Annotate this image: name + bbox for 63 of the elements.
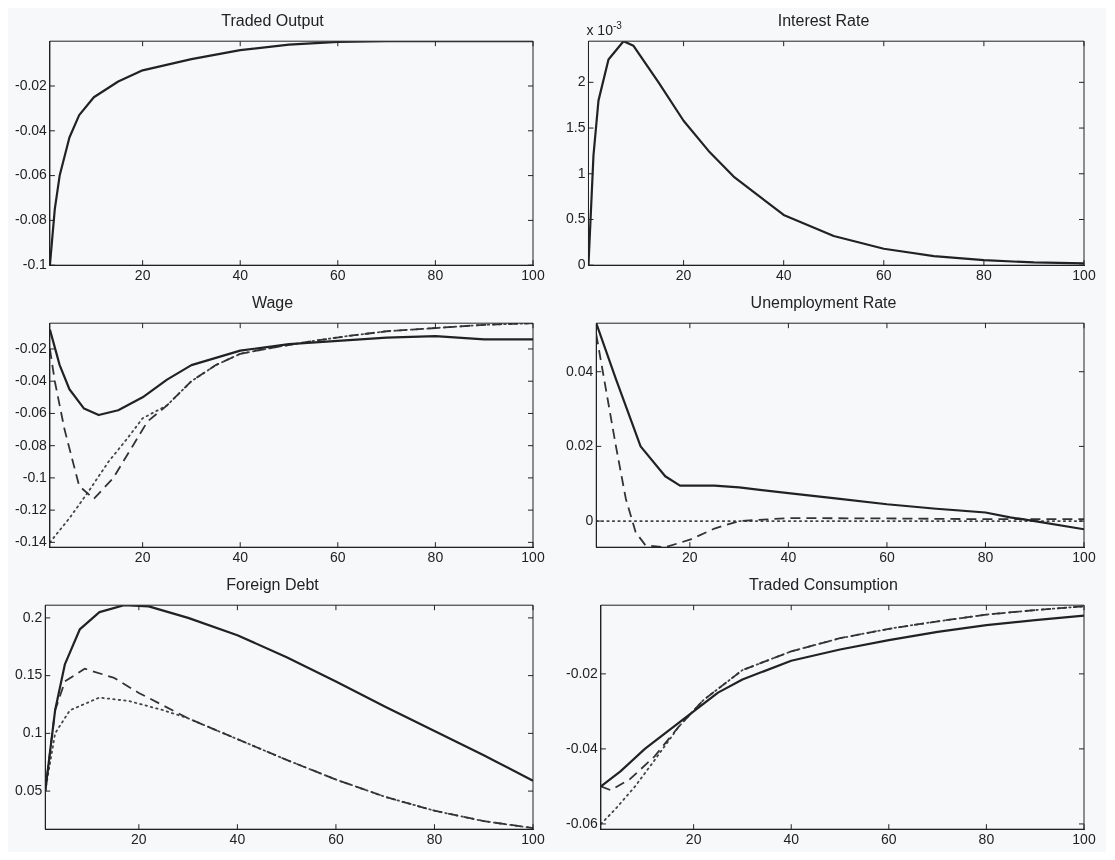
y-tick-label: -0.02 bbox=[565, 664, 599, 681]
y-tick-label: 0 bbox=[585, 511, 594, 528]
chart-title: Unemployment Rate bbox=[750, 294, 897, 312]
x-tick-label: 40 bbox=[232, 267, 249, 284]
x-tick-label: 60 bbox=[330, 549, 346, 566]
y-tick-label: -0.08 bbox=[14, 436, 48, 453]
y-tick-label: 0 bbox=[577, 256, 586, 273]
chart-title: Traded Consumption bbox=[749, 576, 898, 594]
chart-title: Traded Output bbox=[221, 12, 325, 30]
chart-title: Interest Rate bbox=[777, 12, 870, 30]
y-tick-label: 1.5 bbox=[565, 118, 586, 135]
x-tick-label: 80 bbox=[426, 831, 443, 848]
x-tick-label: 40 bbox=[232, 549, 249, 566]
y-tick-label: 0.2 bbox=[22, 608, 43, 625]
x-tick-label: 100 bbox=[521, 549, 545, 566]
y-tick-label: -0.04 bbox=[14, 121, 48, 138]
x-tick-label: 100 bbox=[1072, 831, 1096, 848]
y-tick-label: 0.1 bbox=[22, 724, 43, 741]
x-tick-label: 80 bbox=[978, 831, 995, 848]
y-tick-label: -0.02 bbox=[14, 339, 48, 356]
y-tick-label: -0.06 bbox=[14, 404, 48, 421]
x-tick-label: 60 bbox=[879, 549, 895, 566]
x-tick-label: 40 bbox=[780, 549, 797, 566]
y-tick-label: -0.06 bbox=[565, 814, 599, 831]
x-tick-label: 20 bbox=[675, 267, 692, 284]
x-tick-label: 100 bbox=[1072, 267, 1096, 284]
y-tick-label: 2 bbox=[577, 73, 586, 90]
x-tick-label: 80 bbox=[977, 549, 994, 566]
x-tick-label: 40 bbox=[783, 831, 800, 848]
x-tick-label: 20 bbox=[134, 549, 151, 566]
x-tick-label: 60 bbox=[328, 831, 344, 848]
chart-title: Foreign Debt bbox=[226, 576, 320, 594]
chart-title: Wage bbox=[251, 294, 294, 312]
y-tick-label: 0.04 bbox=[566, 362, 594, 379]
y-tick-label: 0.15 bbox=[15, 666, 43, 683]
x-tick-label: 40 bbox=[229, 831, 246, 848]
x-tick-label: 20 bbox=[682, 549, 698, 566]
x-tick-label: 100 bbox=[1072, 549, 1096, 566]
x-tick-label: 60 bbox=[875, 267, 892, 284]
y-tick-label: -0.02 bbox=[14, 76, 48, 93]
x-tick-label: 20 bbox=[134, 267, 151, 284]
y-tick-label: 0.02 bbox=[566, 437, 594, 454]
x-tick-label: 60 bbox=[330, 267, 346, 284]
y-tick-label: -0.06 bbox=[14, 166, 48, 183]
y-tick-label: -0.04 bbox=[14, 372, 48, 389]
y-tick-label: 0.05 bbox=[15, 781, 43, 798]
y-tick-label: -0.1 bbox=[22, 256, 48, 273]
x-tick-label: 40 bbox=[775, 267, 792, 284]
y-tick-label: -0.04 bbox=[565, 739, 599, 756]
x-tick-label: 20 bbox=[131, 831, 147, 848]
x-tick-label: 80 bbox=[976, 267, 992, 284]
y-tick-label: 1 bbox=[577, 164, 586, 181]
x-tick-label: 100 bbox=[521, 831, 545, 848]
x-tick-label: 100 bbox=[521, 267, 545, 284]
x-tick-label: 80 bbox=[427, 549, 444, 566]
y-tick-label: 0.5 bbox=[565, 210, 586, 227]
x-tick-label: 60 bbox=[881, 831, 897, 848]
y-tick-label: -0.1 bbox=[22, 468, 48, 485]
y-tick-label: -0.08 bbox=[14, 211, 48, 228]
x-tick-label: 80 bbox=[427, 267, 444, 284]
x-tick-label: 20 bbox=[685, 831, 702, 848]
y-tick-label: -0.14 bbox=[14, 533, 48, 550]
y-tick-label: -0.12 bbox=[14, 500, 48, 517]
